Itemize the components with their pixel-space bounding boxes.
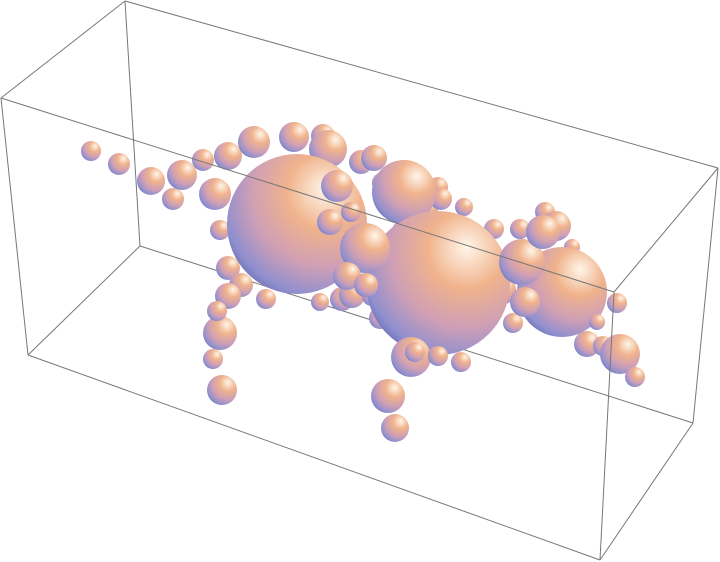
sphere xyxy=(510,219,530,239)
box-edge xyxy=(27,354,601,561)
sphere xyxy=(451,352,471,372)
sphere xyxy=(167,160,197,190)
sphere xyxy=(207,301,227,321)
box-edge xyxy=(0,97,29,356)
sphere xyxy=(455,198,473,216)
sphere xyxy=(108,153,130,175)
sphere xyxy=(503,313,523,333)
sphere xyxy=(311,293,329,311)
sphere xyxy=(210,220,230,240)
sphere xyxy=(341,202,361,222)
sphere xyxy=(207,375,237,405)
sphere xyxy=(354,273,378,297)
sphere xyxy=(162,188,184,210)
sphere xyxy=(589,314,605,330)
sphere xyxy=(366,211,510,355)
box-edge xyxy=(692,167,719,424)
sphere xyxy=(321,170,353,202)
sphere xyxy=(137,167,165,195)
sphere xyxy=(510,287,540,317)
sphere xyxy=(625,367,645,387)
sphere xyxy=(372,160,436,224)
box-edge xyxy=(599,422,694,561)
box-edge xyxy=(124,0,719,169)
sphere xyxy=(203,316,237,350)
sphere xyxy=(256,289,276,309)
box-edge xyxy=(0,0,126,99)
sphere xyxy=(428,346,448,366)
sphere xyxy=(526,215,560,249)
sphere xyxy=(381,414,409,442)
sphere xyxy=(499,239,545,285)
box-edge xyxy=(124,0,141,247)
sphere xyxy=(81,141,101,161)
sphere xyxy=(199,178,231,210)
sphere xyxy=(238,126,270,158)
sphere xyxy=(340,223,390,273)
sphere xyxy=(216,256,240,280)
sphere-cluster xyxy=(81,122,645,442)
sphere xyxy=(361,145,387,171)
box-edge xyxy=(599,291,615,561)
sphere xyxy=(317,209,343,235)
sphere xyxy=(192,149,214,171)
box-edge xyxy=(27,245,141,356)
sphere xyxy=(203,349,223,369)
sphere xyxy=(279,122,309,152)
box-edge xyxy=(0,97,615,293)
sphere xyxy=(371,379,405,413)
box-edge xyxy=(613,167,719,293)
sphere xyxy=(333,262,361,290)
sphere xyxy=(405,342,425,362)
sphere xyxy=(574,331,600,357)
sphere xyxy=(214,142,242,170)
sphere xyxy=(607,293,627,313)
